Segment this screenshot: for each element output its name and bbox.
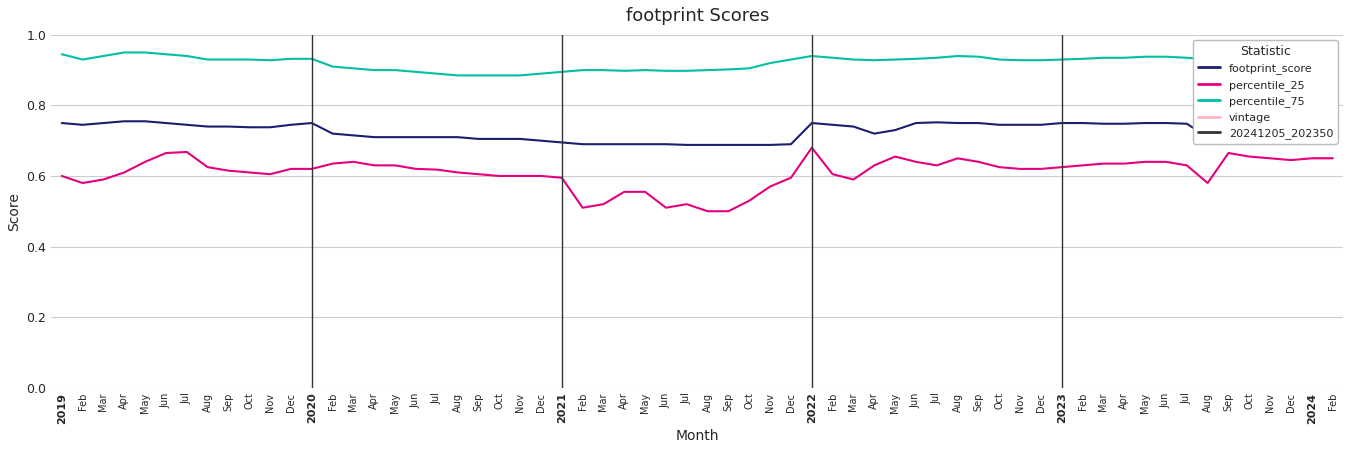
Legend: footprint_score, percentile_25, percentile_75, vintage, 20241205_202350: footprint_score, percentile_25, percenti…	[1193, 40, 1338, 144]
percentile_25	[304, 166, 320, 171]
percentile_75	[721, 67, 737, 72]
vintage	[1324, 156, 1341, 161]
footprint_score	[1324, 124, 1341, 129]
footprint_score	[54, 120, 70, 126]
vintage	[1304, 156, 1320, 161]
percentile_25	[699, 208, 716, 214]
footprint_score	[116, 118, 132, 124]
percentile_75	[450, 73, 466, 78]
percentile_25	[1200, 180, 1216, 186]
percentile_75	[54, 52, 70, 57]
footprint_score	[721, 142, 737, 148]
percentile_25	[54, 173, 70, 179]
percentile_75	[116, 50, 132, 55]
footprint_score	[178, 122, 194, 127]
percentile_25	[803, 145, 819, 150]
Y-axis label: Score: Score	[7, 192, 22, 231]
percentile_75	[324, 64, 340, 69]
Line: percentile_75: percentile_75	[62, 53, 1332, 76]
percentile_75	[408, 69, 424, 75]
Title: footprint Scores: footprint Scores	[625, 7, 770, 25]
percentile_75	[867, 58, 883, 63]
percentile_25	[1324, 156, 1341, 161]
footprint_score	[408, 135, 424, 140]
percentile_25	[867, 162, 883, 168]
footprint_score	[679, 142, 695, 148]
Line: percentile_25: percentile_25	[62, 148, 1332, 211]
footprint_score	[324, 131, 340, 136]
footprint_score	[867, 131, 883, 136]
Line: footprint_score: footprint_score	[62, 121, 1332, 145]
percentile_75	[178, 53, 194, 58]
percentile_75	[1200, 57, 1216, 62]
footprint_score	[1200, 135, 1216, 140]
X-axis label: Month: Month	[675, 429, 720, 443]
percentile_25	[158, 150, 174, 156]
percentile_75	[1324, 57, 1341, 62]
percentile_25	[387, 162, 404, 168]
percentile_25	[679, 202, 695, 207]
